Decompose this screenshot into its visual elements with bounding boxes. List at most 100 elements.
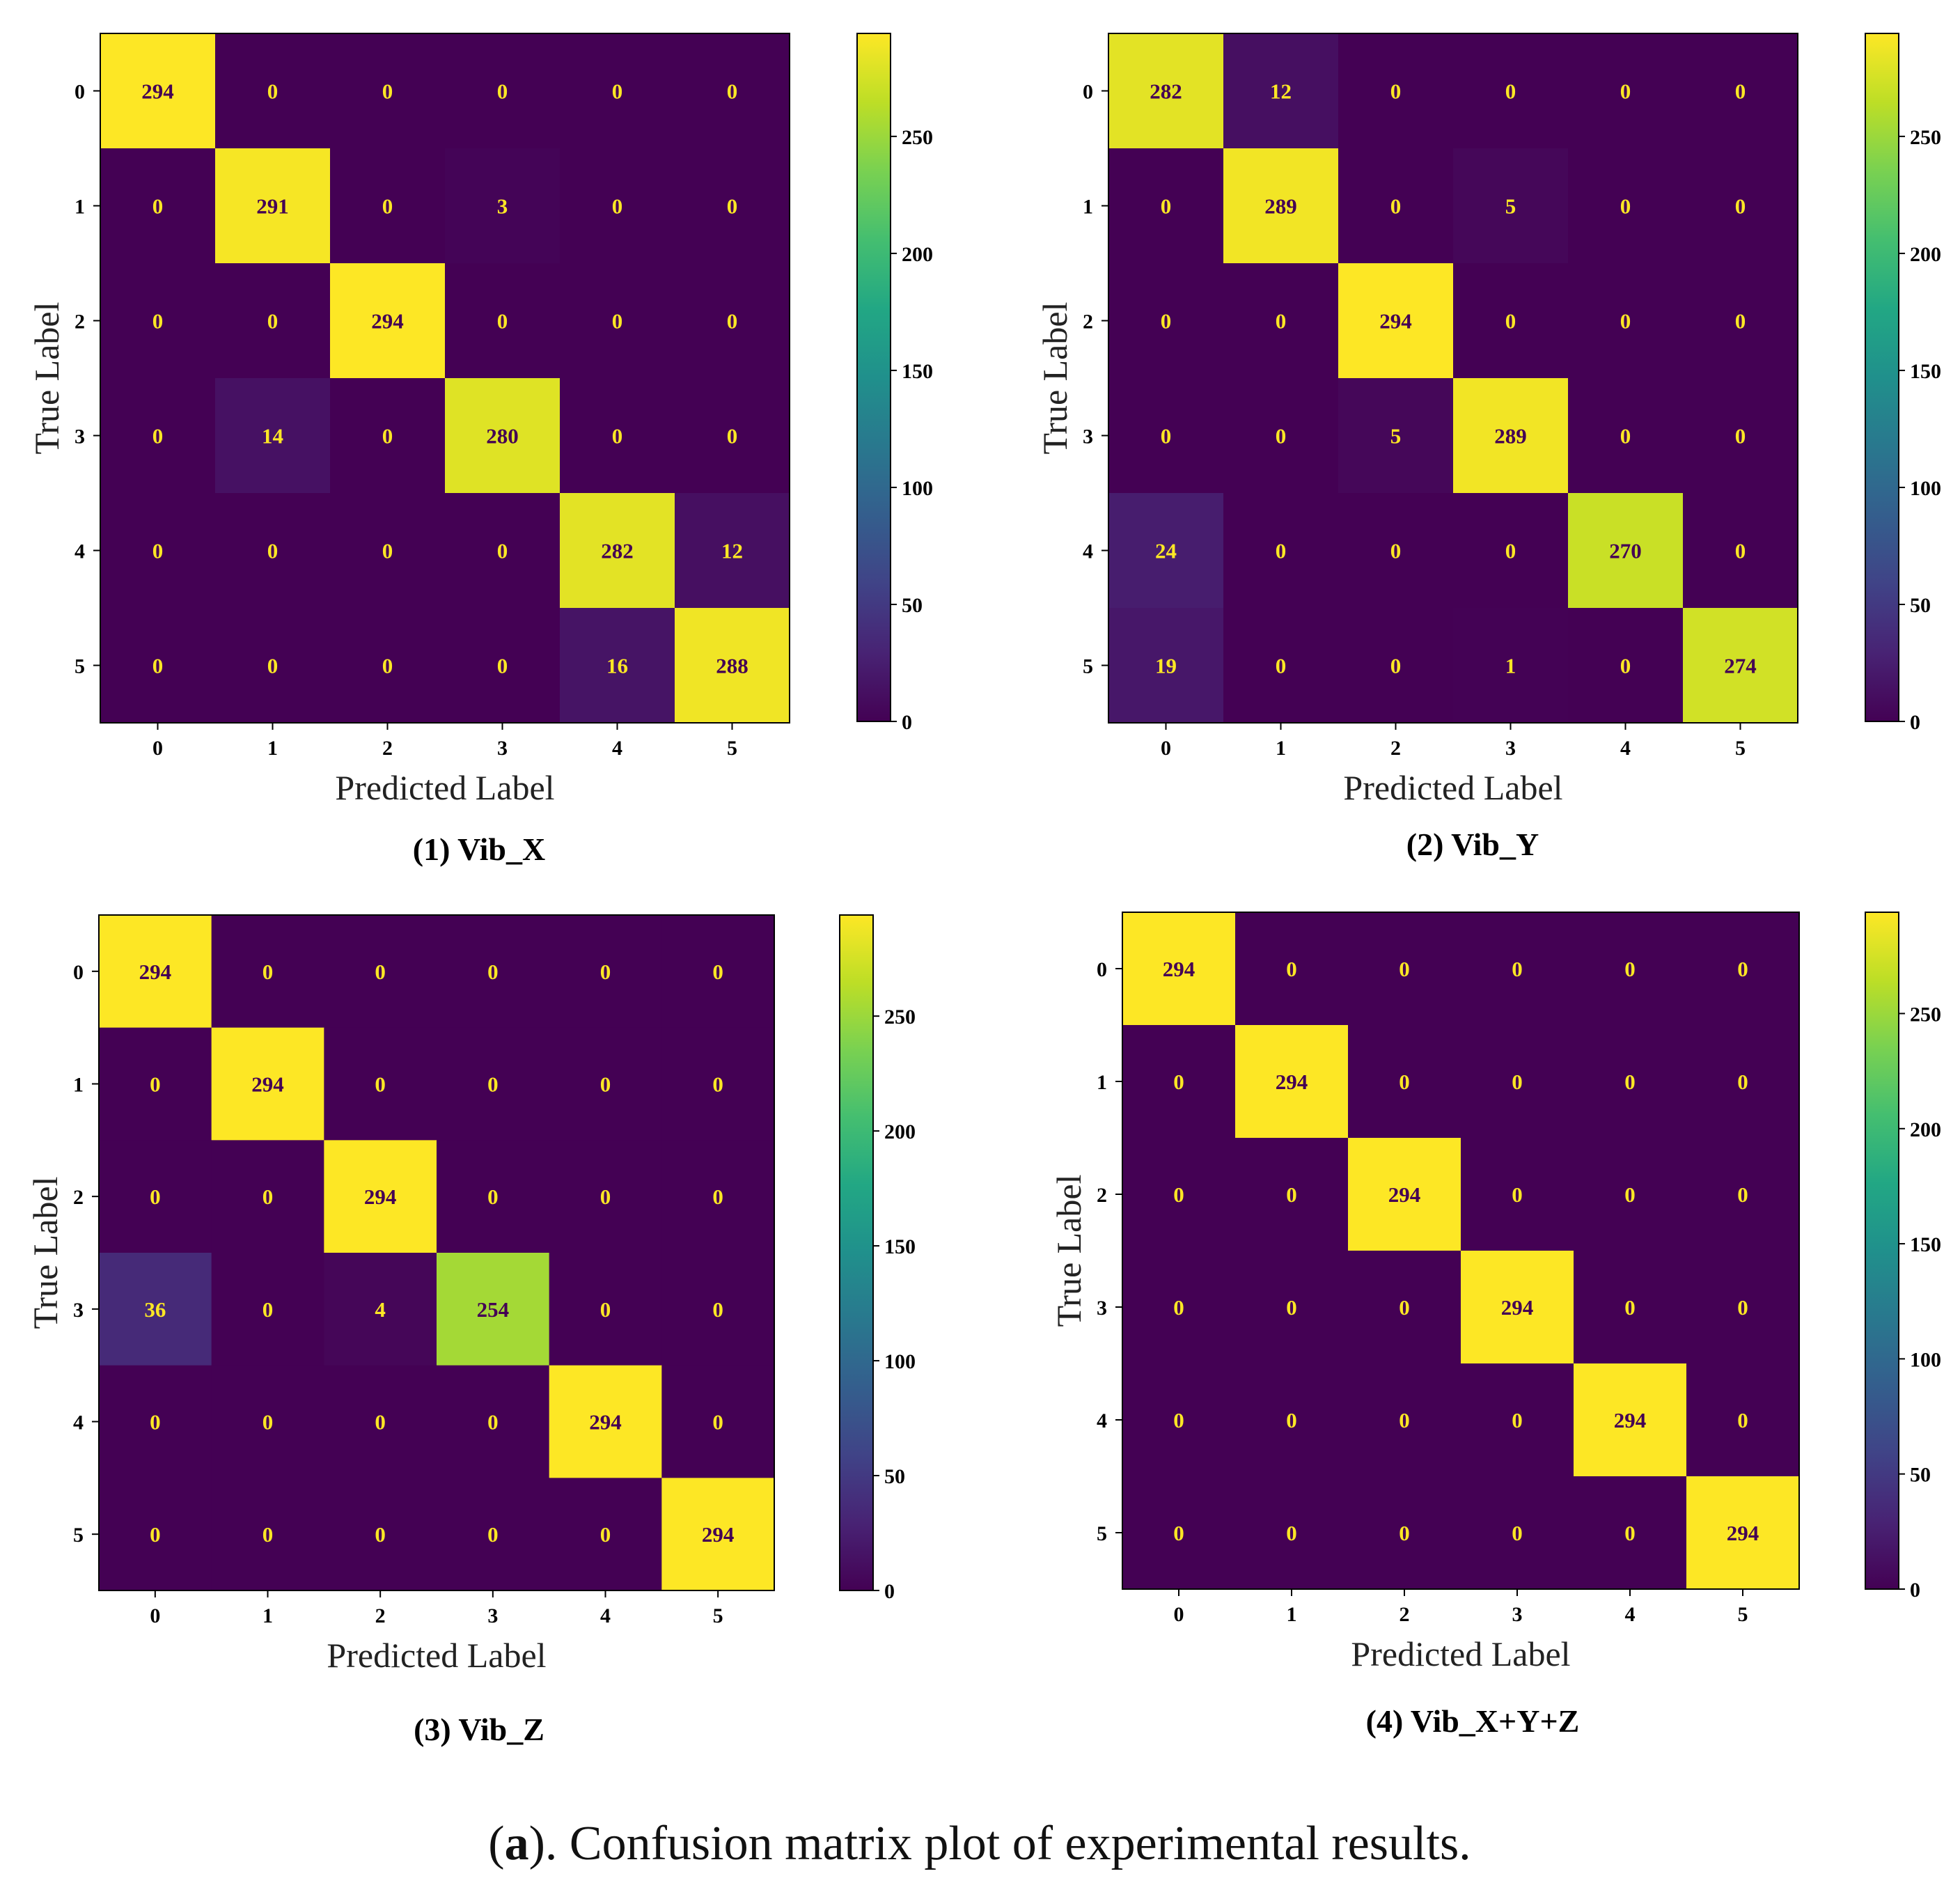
heatmap-cell xyxy=(1461,1251,1574,1364)
y-tick-label: 5 xyxy=(73,1524,84,1547)
cell-value-label: 0 xyxy=(1624,1182,1636,1207)
cell-value-label: 0 xyxy=(1286,1521,1297,1545)
cell-value-label: 0 xyxy=(1512,1521,1523,1545)
heatmap-cell xyxy=(99,1478,212,1591)
heatmap-cell xyxy=(445,378,560,494)
colorbar-tick-label: 0 xyxy=(1910,711,1920,734)
colorbar-tick-label: 150 xyxy=(902,360,933,383)
cell-value-label: 0 xyxy=(262,1410,274,1434)
heatmap-cell xyxy=(549,1027,662,1141)
cell-value-label: 19 xyxy=(1155,654,1177,678)
heatmap-cell xyxy=(1686,1138,1800,1251)
heatmap-cell xyxy=(99,1253,212,1366)
heatmap-cell xyxy=(1683,263,1798,379)
x-tick-label: 5 xyxy=(1735,737,1746,760)
heatmap-cell xyxy=(1235,1363,1349,1477)
cell-value-label: 0 xyxy=(1737,1070,1748,1094)
cell-value-label: 0 xyxy=(600,1072,611,1097)
cell-value-label: 294 xyxy=(1727,1521,1759,1545)
heatmap-cell xyxy=(1122,1251,1236,1364)
x-tick-label: 0 xyxy=(152,737,163,760)
heatmap-cell xyxy=(445,263,560,379)
panel-title: (4) Vib_X+Y+Z xyxy=(1366,1703,1580,1739)
cell-value-label: 294 xyxy=(1379,309,1412,334)
cell-value-label: 0 xyxy=(1399,957,1410,981)
figure-caption: (a). Confusion matrix plot of experiment… xyxy=(488,1817,1471,1870)
y-tick-label: 3 xyxy=(75,425,85,448)
cell-value-label: 0 xyxy=(487,1185,499,1209)
y-tick-label: 4 xyxy=(1083,540,1093,563)
heatmap-cell xyxy=(437,1365,550,1478)
cell-value-label: 0 xyxy=(1620,309,1631,334)
cell-value-label: 294 xyxy=(1388,1182,1421,1207)
heatmap-cell xyxy=(100,378,216,494)
heatmap-cell xyxy=(437,915,550,1029)
heatmap-cell xyxy=(1574,912,1687,1026)
x-axis-label: Predicted Label xyxy=(327,1636,546,1675)
heatmap-cell xyxy=(99,1365,212,1478)
heatmap-cell xyxy=(1574,1251,1687,1364)
cell-value-label: 0 xyxy=(1737,1295,1748,1320)
heatmap-cell xyxy=(445,493,560,609)
heatmap-cell xyxy=(1568,33,1684,149)
cell-value-label: 0 xyxy=(1624,1070,1636,1094)
cell-value-label: 0 xyxy=(382,194,393,219)
heatmap-cell xyxy=(1683,493,1798,609)
x-tick-label: 1 xyxy=(1287,1603,1297,1626)
cell-value-label: 0 xyxy=(262,1185,274,1209)
heatmap-cell xyxy=(1338,378,1454,494)
heatmap-cell xyxy=(215,263,331,379)
heatmap-cell xyxy=(1223,33,1339,149)
heatmap-cell xyxy=(324,1253,437,1366)
cell-value-label: 0 xyxy=(600,1522,611,1547)
heatmap-cell xyxy=(215,378,331,494)
cell-value-label: 0 xyxy=(267,539,279,563)
cell-value-label: 0 xyxy=(382,424,393,448)
colorbar-tick-label: 0 xyxy=(902,711,912,734)
cell-value-label: 0 xyxy=(1286,1408,1297,1432)
cell-value-label: 0 xyxy=(1173,1070,1184,1094)
y-tick-label: 4 xyxy=(73,1412,84,1434)
heatmap-cell xyxy=(1122,1025,1236,1139)
cell-value-label: 0 xyxy=(1276,539,1287,563)
heatmap-cell xyxy=(215,148,331,264)
cell-value-label: 282 xyxy=(601,539,634,563)
cell-value-label: 14 xyxy=(262,424,283,448)
panel-title: (3) Vib_Z xyxy=(414,1712,544,1747)
cell-value-label: 0 xyxy=(727,79,738,104)
y-tick-label: 2 xyxy=(75,311,85,334)
heatmap-cell xyxy=(1568,378,1684,494)
cell-value-label: 24 xyxy=(1155,539,1177,563)
confusion-matrix-panel-3: 294 0 0 0 0 00 294 0 0 0 00 0 294 0 0 036 0 4 254 0 00 0 0 0 294… xyxy=(26,914,916,1747)
cell-value-label: 0 xyxy=(600,1297,611,1322)
heatmap-cell xyxy=(1235,1251,1349,1364)
cell-value-label: 0 xyxy=(150,1072,161,1097)
y-tick-label: 0 xyxy=(73,961,84,984)
heatmap-cell xyxy=(1235,1025,1349,1139)
heatmap-cell xyxy=(1453,148,1569,264)
x-tick-label: 2 xyxy=(1400,1603,1410,1626)
heatmap-cell xyxy=(1574,1476,1687,1590)
cell-value-label: 0 xyxy=(1620,194,1631,219)
cell-value-label: 0 xyxy=(712,960,723,984)
cell-value-label: 0 xyxy=(152,194,164,219)
heatmap-cell xyxy=(1686,912,1800,1026)
cell-value-label: 16 xyxy=(606,654,628,678)
heatmap-cell xyxy=(1461,1025,1574,1139)
cell-value-label: 289 xyxy=(1264,194,1297,219)
x-tick-label: 3 xyxy=(497,737,508,760)
y-tick-label: 3 xyxy=(73,1299,84,1322)
cell-value-label: 0 xyxy=(262,1522,274,1547)
cell-value-label: 0 xyxy=(712,1410,723,1434)
heatmap-cell xyxy=(1223,148,1339,264)
colorbar-tick-label: 50 xyxy=(902,594,923,617)
cell-value-label: 0 xyxy=(382,654,393,678)
x-axis-label: Predicted Label xyxy=(335,768,554,807)
heatmap-cell xyxy=(1574,1138,1687,1251)
y-axis-label: True Label xyxy=(26,1177,65,1329)
cell-value-label: 1 xyxy=(1505,654,1516,678)
heatmap-cell xyxy=(675,608,790,724)
cell-value-label: 294 xyxy=(702,1522,735,1547)
heatmap-cell xyxy=(100,33,216,149)
